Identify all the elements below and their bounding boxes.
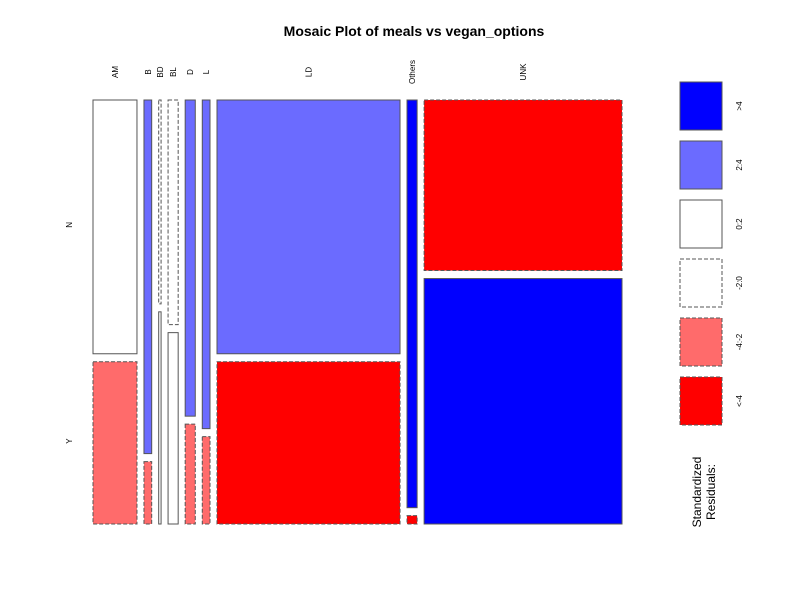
- legend-swatch-4: [679, 317, 723, 367]
- legend-swatch-1: [679, 140, 723, 190]
- chart-title: Mosaic Plot of meals vs vegan_options: [284, 23, 545, 39]
- legend-swatch-0: [679, 81, 723, 131]
- legend-label-4: -4:-2: [735, 333, 744, 350]
- mosaic-cell-b-n: [143, 99, 153, 455]
- legend-title-line-1: Standardized: [690, 457, 704, 528]
- mosaic-cell-am-n: [92, 99, 138, 355]
- mosaic-cells: [92, 99, 623, 525]
- mosaic-cell-ld-y: [216, 361, 401, 525]
- mosaic-cell-b-y: [143, 461, 153, 525]
- legend-label-2: 0:2: [735, 218, 744, 230]
- legend-label-3: -2:0: [735, 276, 744, 290]
- x-label-l: L: [202, 69, 211, 74]
- mosaic-cell-ld-n: [216, 99, 401, 355]
- mosaic-cell-d-y: [184, 423, 196, 525]
- x-label-bd: BD: [156, 66, 165, 77]
- legend-label-1: 2:4: [735, 159, 744, 171]
- legend-label-5: <-4: [735, 395, 744, 407]
- mosaic-cell-bl-y: [167, 332, 179, 525]
- mosaic-cell-unk-n: [423, 99, 623, 272]
- mosaic-cell-am-y: [92, 361, 138, 525]
- mosaic-cell-l-n: [201, 99, 211, 430]
- x-label-ld: LD: [305, 67, 314, 77]
- legend: >4 2:4 0:2 -2:0 -4:-2 <-4 Standardized Residual…: [679, 81, 744, 528]
- x-label-b: B: [144, 69, 153, 74]
- mosaic-cell-bd-n: [158, 99, 162, 305]
- x-label-d: D: [186, 69, 195, 75]
- x-label-others: Others: [408, 60, 417, 84]
- x-label-am: AM: [111, 66, 120, 78]
- mosaic-cell-bl-n: [167, 99, 179, 326]
- y-category-labels: NY: [65, 222, 74, 444]
- mosaic-cell-unk-y: [423, 278, 623, 525]
- mosaic-cell-others-y: [406, 515, 418, 525]
- legend-label-0: >4: [735, 101, 744, 111]
- legend-title-line-2: Residuals:: [704, 464, 718, 520]
- legend-swatch-3: [679, 258, 723, 308]
- mosaic-cell-l-y: [201, 436, 211, 525]
- x-label-bl: BL: [169, 67, 178, 77]
- mosaic-cell-d-n: [184, 99, 196, 417]
- legend-swatch-5: [679, 376, 723, 426]
- mosaic-cell-bd-y: [158, 311, 162, 525]
- y-label-y: Y: [65, 438, 74, 444]
- x-category-labels: AM B BD BL D L LD Others UNK: [111, 60, 528, 84]
- legend-swatch-2: [679, 199, 723, 249]
- x-label-unk: UNK: [519, 63, 528, 81]
- mosaic-cell-others-n: [406, 99, 418, 509]
- y-label-n: N: [65, 222, 74, 228]
